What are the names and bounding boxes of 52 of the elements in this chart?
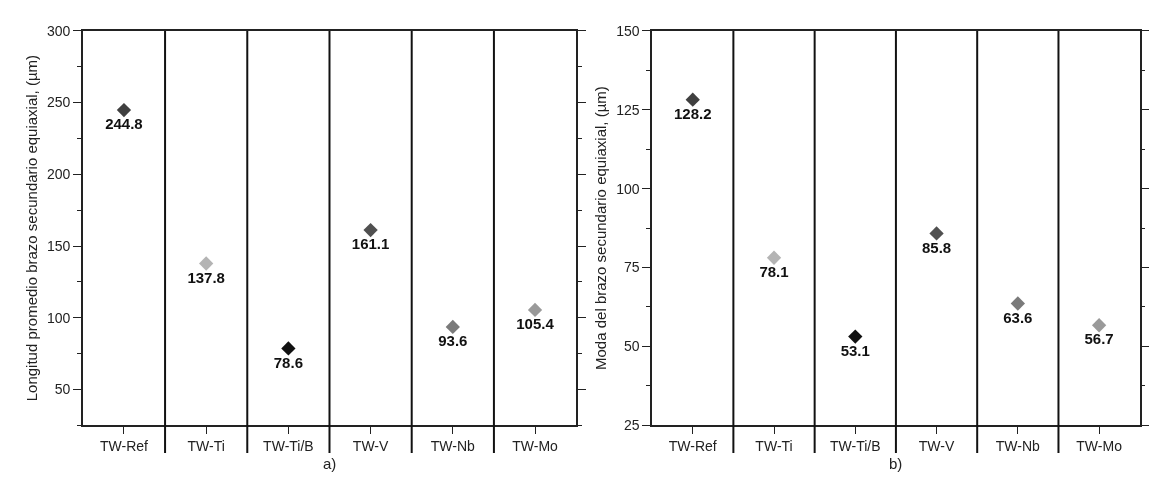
point bbox=[1010, 296, 1025, 311]
data-label: 85.8 bbox=[921, 238, 952, 256]
data-label: 78.6 bbox=[273, 353, 303, 371]
y-axis-title: Longitud promedio brazo secundario equiaxial, (µm) bbox=[22, 54, 40, 402]
y-tick-label: 300 bbox=[46, 22, 71, 39]
y-tick-label: 100 bbox=[46, 309, 71, 326]
point bbox=[199, 256, 214, 271]
x-tick-label: TW-Nb bbox=[995, 437, 1041, 454]
y-tick-label: 125 bbox=[616, 101, 640, 118]
data-label: 128.2 bbox=[673, 104, 712, 122]
data-label: 244.8 bbox=[105, 115, 143, 133]
x-tick-label: TW-V bbox=[918, 437, 955, 454]
x-tick-label: TW-V bbox=[352, 437, 390, 454]
y-tick-label: 50 bbox=[54, 381, 71, 398]
y-tick-label: 100 bbox=[616, 180, 640, 197]
x-tick-label: TW-Ref bbox=[99, 437, 149, 454]
x-tick-label: TW-Mo bbox=[1076, 437, 1123, 454]
y-tick-label: 250 bbox=[46, 94, 71, 111]
x-tick-label: TW-Nb bbox=[430, 437, 476, 454]
x-tick-label: TW-Ti bbox=[755, 437, 793, 454]
y-tick-label: 50 bbox=[623, 338, 640, 355]
text: a) bbox=[323, 455, 337, 472]
data-label: 105.4 bbox=[516, 315, 555, 333]
y-tick-label: 25 bbox=[623, 417, 640, 434]
point bbox=[1091, 318, 1107, 333]
x-tick-label: TW-Ti/B bbox=[263, 437, 314, 454]
x-tick-label: TW-Ti/B bbox=[830, 437, 881, 454]
data-label: 93.6 bbox=[438, 332, 468, 350]
y-axis-title: Moda del brazo secundario equiaxial, (µm) bbox=[591, 86, 609, 370]
data-label: 53.1 bbox=[840, 341, 870, 359]
point bbox=[445, 319, 460, 335]
x-tick-label: TW-Ref bbox=[668, 437, 717, 454]
point bbox=[766, 250, 782, 265]
data-label: 137.8 bbox=[187, 268, 225, 286]
point bbox=[281, 341, 296, 356]
point bbox=[527, 302, 543, 318]
data-label: 63.6 bbox=[1003, 308, 1033, 326]
y-tick-label: 150 bbox=[46, 237, 71, 254]
y-tick-label: 200 bbox=[46, 166, 71, 183]
text: b) bbox=[889, 455, 903, 472]
x-tick-label: TW-Mo bbox=[512, 437, 559, 454]
data-label: 161.1 bbox=[351, 235, 390, 253]
data-label: 78.1 bbox=[759, 262, 789, 280]
point bbox=[363, 222, 378, 238]
point bbox=[848, 329, 863, 344]
x-tick-label: TW-Ti bbox=[187, 437, 225, 454]
point bbox=[685, 92, 700, 107]
y-tick-label: 75 bbox=[623, 259, 640, 276]
point bbox=[929, 226, 944, 241]
point bbox=[116, 102, 132, 118]
y-tick-label: 150 bbox=[616, 22, 640, 39]
data-label: 56.7 bbox=[1084, 330, 1114, 348]
